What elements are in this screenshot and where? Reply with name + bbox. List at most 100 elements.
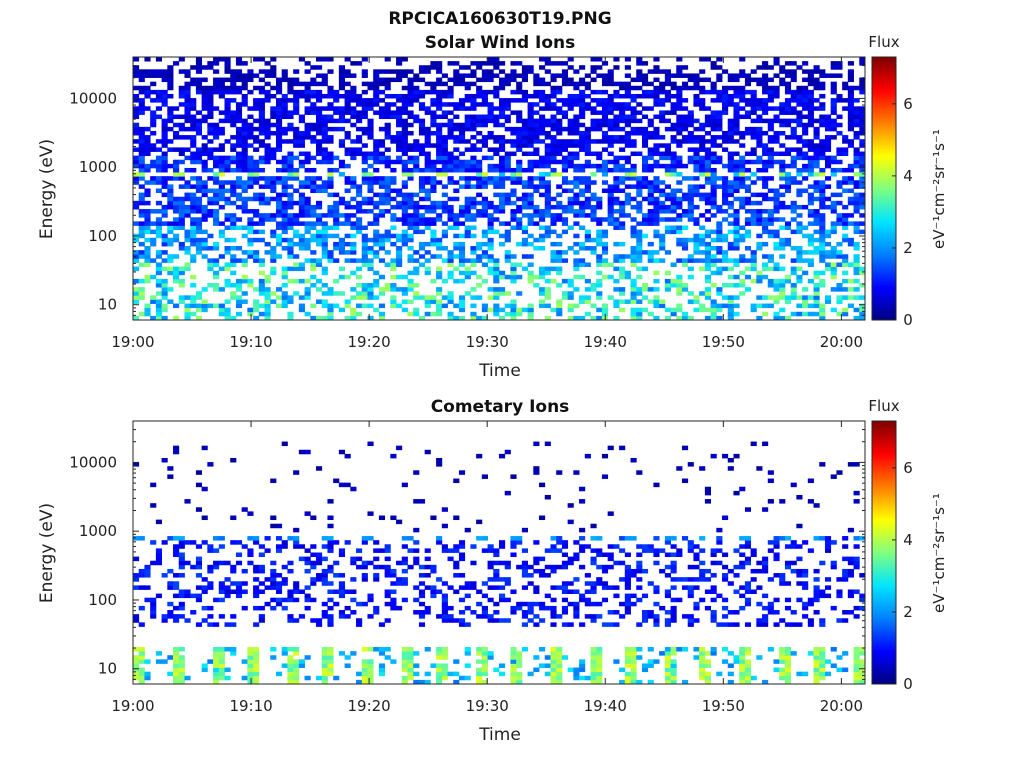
heatmap-cell xyxy=(493,209,500,214)
heatmap-cell xyxy=(493,163,500,169)
heatmap-cell xyxy=(504,311,511,317)
heatmap-cell xyxy=(550,143,557,148)
heatmap-cell xyxy=(601,106,609,111)
heatmap-cell xyxy=(310,213,317,218)
colorbar-tick-label: 0 xyxy=(903,311,913,329)
heatmap-cell xyxy=(453,73,460,78)
heatmap-cell xyxy=(470,73,477,78)
heatmap-cell xyxy=(561,81,569,87)
heatmap-cell xyxy=(350,204,357,210)
heatmap-cell xyxy=(155,315,162,321)
heatmap-cell xyxy=(504,73,511,78)
heatmap-cell xyxy=(224,163,231,169)
heatmap-cell xyxy=(230,291,237,296)
heatmap-cell xyxy=(659,81,666,87)
heatmap-cell xyxy=(207,85,214,91)
heatmap-cell xyxy=(470,233,477,239)
heatmap-cell xyxy=(516,307,523,313)
heatmap-cell xyxy=(281,110,288,115)
heatmap-cell xyxy=(510,139,517,144)
heatmap-cell xyxy=(293,106,300,111)
heatmap-cell xyxy=(356,98,363,103)
heatmap-cell xyxy=(762,143,769,148)
heatmap-cell xyxy=(350,122,357,128)
heatmap-cell xyxy=(699,671,706,677)
heatmap-cell xyxy=(556,192,563,198)
heatmap-cell xyxy=(693,159,700,165)
heatmap-cell xyxy=(624,85,631,91)
heatmap-cell xyxy=(436,671,443,677)
heatmap-cell xyxy=(367,237,374,243)
x-tick-label: 19:00 xyxy=(111,333,154,351)
heatmap-cell xyxy=(641,184,649,189)
heatmap-cell xyxy=(573,130,580,136)
heatmap-cell xyxy=(138,130,145,136)
heatmap-cell xyxy=(607,184,614,189)
heatmap-cell xyxy=(356,671,363,677)
heatmap-cell xyxy=(819,278,826,284)
heatmap-cell xyxy=(802,167,809,173)
heatmap-cell xyxy=(767,85,774,91)
heatmap-cell xyxy=(167,176,174,181)
heatmap-cell xyxy=(287,655,294,660)
heatmap-cell xyxy=(539,287,546,292)
heatmap-cell xyxy=(481,213,488,218)
heatmap-cell xyxy=(396,287,403,292)
heatmap-cell xyxy=(487,106,494,111)
heatmap-cell xyxy=(407,237,414,243)
heatmap-cell xyxy=(424,299,431,304)
colorbar-segment xyxy=(872,70,896,73)
heatmap-cell xyxy=(664,81,671,87)
heatmap-cell xyxy=(859,204,866,210)
heatmap-cell xyxy=(499,172,506,177)
heatmap-cell xyxy=(310,274,317,280)
heatmap-cell xyxy=(344,250,351,255)
heatmap-cell xyxy=(424,126,431,132)
heatmap-cell xyxy=(144,93,151,99)
heatmap-cell xyxy=(767,188,774,194)
heatmap-cell xyxy=(173,217,180,222)
heatmap-cell xyxy=(464,65,471,70)
heatmap-cell xyxy=(710,180,717,185)
heatmap-cell xyxy=(407,667,414,673)
heatmap-cell xyxy=(150,274,157,280)
heatmap-cell xyxy=(218,287,225,292)
heatmap-cell xyxy=(235,192,243,198)
colorbar-segment xyxy=(872,298,896,301)
heatmap-cell xyxy=(624,143,631,148)
heatmap-cell xyxy=(138,135,145,140)
heatmap-cell xyxy=(407,85,414,91)
heatmap-cell xyxy=(613,225,620,230)
heatmap-cell xyxy=(481,278,488,284)
heatmap-cell xyxy=(590,237,597,243)
heatmap-cell xyxy=(653,299,660,304)
heatmap-cell xyxy=(133,315,140,321)
heatmap-cell xyxy=(470,315,477,321)
heatmap-cell xyxy=(807,114,814,120)
heatmap-cell xyxy=(750,126,757,132)
heatmap-cell xyxy=(762,679,769,685)
heatmap-cell xyxy=(184,167,191,173)
heatmap-cell xyxy=(167,200,174,206)
heatmap-cell xyxy=(253,118,260,124)
heatmap-cell xyxy=(310,89,317,95)
heatmap-cell xyxy=(727,167,734,173)
heatmap-cell xyxy=(281,266,288,272)
heatmap-cell xyxy=(544,147,551,152)
heatmap-cell xyxy=(550,118,557,124)
heatmap-cell xyxy=(630,184,637,189)
heatmap-cell xyxy=(247,241,254,247)
heatmap-cell xyxy=(824,147,832,152)
colorbar-segment xyxy=(872,118,896,122)
heatmap-cell xyxy=(802,98,809,103)
heatmap-cell xyxy=(779,143,786,148)
heatmap-cell xyxy=(842,667,849,673)
heatmap-cell xyxy=(739,89,746,95)
heatmap-cell xyxy=(607,217,614,222)
heatmap-cell xyxy=(178,147,185,152)
heatmap-cell xyxy=(275,241,283,247)
heatmap-cell xyxy=(762,266,769,272)
heatmap-cell xyxy=(247,163,254,169)
heatmap-cell xyxy=(504,176,511,181)
heatmap-cell xyxy=(847,287,854,292)
